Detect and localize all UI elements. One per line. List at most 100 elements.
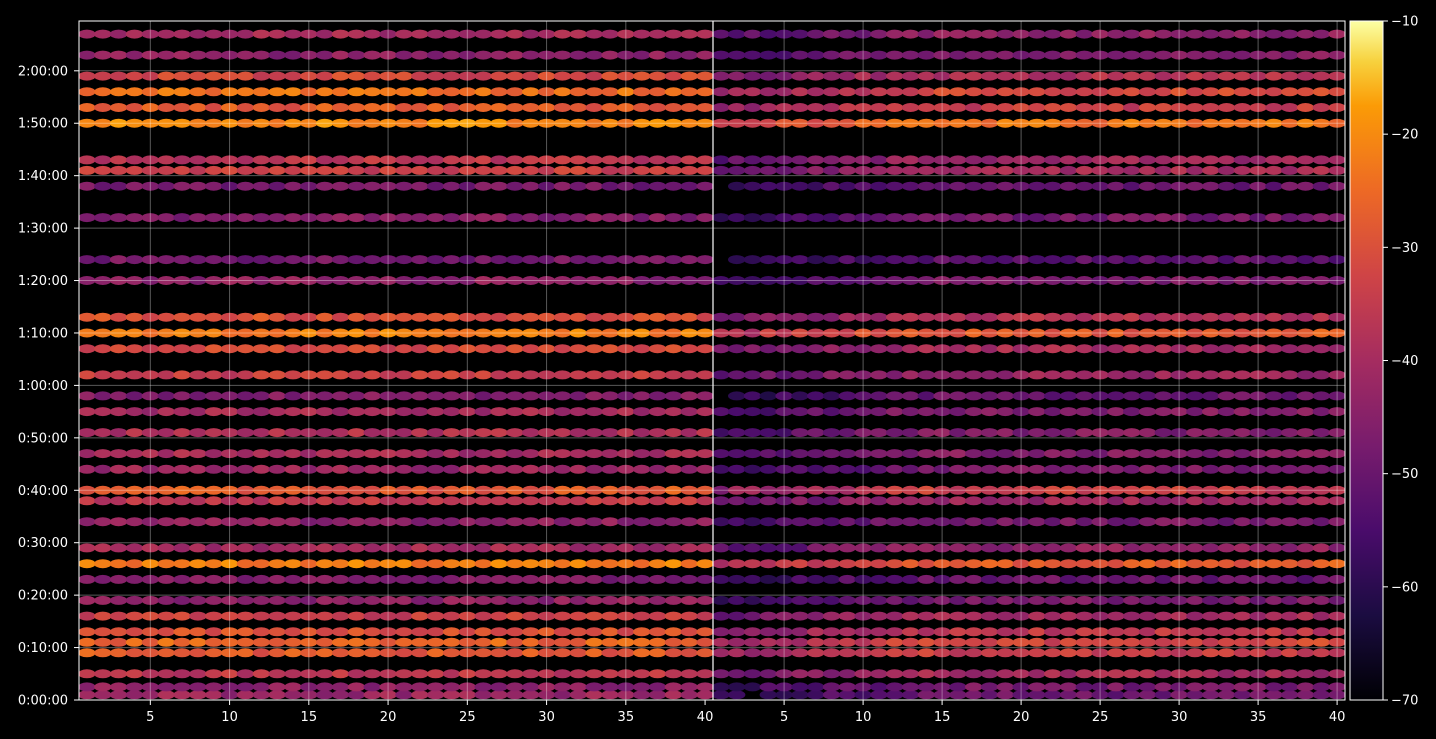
- heatmap-cell: [506, 87, 524, 97]
- heatmap-cell: [506, 485, 524, 495]
- heatmap-cell: [442, 574, 461, 584]
- heatmap-cell: [980, 648, 999, 658]
- heatmap-cell: [426, 627, 445, 637]
- heatmap-cell: [1028, 428, 1046, 438]
- heatmap-cell: [1281, 559, 1299, 569]
- heatmap-cell: [933, 213, 951, 223]
- heatmap-cell: [713, 611, 730, 621]
- heatmap-cell: [980, 213, 999, 223]
- heatmap-cell: [125, 559, 144, 569]
- heatmap-cell: [886, 690, 904, 700]
- heatmap-cell: [569, 213, 587, 223]
- heatmap-cell: [537, 595, 556, 605]
- heatmap-cell: [1249, 464, 1267, 474]
- heatmap-cell: [205, 574, 223, 584]
- heatmap-cell: [1138, 165, 1157, 175]
- heatmap-cell: [949, 103, 967, 112]
- heatmap-cell: [347, 449, 366, 459]
- heatmap-cell: [917, 485, 935, 495]
- heatmap-cell: [125, 370, 144, 380]
- heatmap-cell: [1281, 595, 1299, 605]
- heatmap-cell: [1186, 611, 1204, 621]
- heatmap-cell: [648, 370, 667, 380]
- heatmap-cell: [1202, 370, 1220, 380]
- heatmap-cell: [474, 255, 492, 265]
- heatmap-cell: [1170, 370, 1188, 380]
- heatmap-cell: [648, 181, 667, 191]
- heatmap-cell: [490, 428, 508, 438]
- heatmap-cell: [648, 103, 667, 112]
- heatmap-cell: [1154, 627, 1173, 637]
- heatmap-cell: [474, 165, 492, 175]
- heatmap-cell: [268, 464, 286, 474]
- heatmap-cell: [1123, 464, 1141, 474]
- heatmap-cell: [1186, 29, 1204, 39]
- heatmap-cell: [79, 627, 96, 637]
- heatmap-cell: [822, 312, 841, 322]
- heatmap-cell: [743, 71, 762, 81]
- heatmap-cell: [94, 464, 112, 474]
- heatmap-cell: [743, 627, 762, 637]
- heatmap-cell: [411, 485, 429, 495]
- heatmap-cell: [458, 595, 476, 605]
- heatmap-cell: [807, 370, 825, 380]
- heatmap-cell: [157, 464, 175, 474]
- heatmap-cell: [1186, 464, 1204, 474]
- heatmap-cell: [949, 627, 967, 637]
- heatmap-cell: [363, 595, 381, 605]
- heatmap-cell: [1233, 155, 1252, 165]
- heatmap-cell: [680, 690, 698, 700]
- heatmap-cell: [886, 648, 904, 658]
- heatmap-cell: [173, 328, 191, 338]
- heatmap-cell: [1265, 559, 1283, 569]
- heatmap-cell: [506, 29, 524, 39]
- heatmap-cell: [474, 595, 492, 605]
- heatmap-cell: [316, 87, 334, 97]
- heatmap-cell: [775, 50, 793, 60]
- heatmap-cell: [1028, 165, 1046, 175]
- heatmap-cell: [426, 213, 445, 223]
- heatmap-cell: [617, 213, 635, 223]
- heatmap-cell: [347, 559, 366, 569]
- heatmap-cell: [569, 669, 587, 679]
- heatmap-cell: [838, 118, 856, 128]
- heatmap-cell: [1091, 428, 1109, 438]
- heatmap-cell: [633, 682, 651, 692]
- heatmap-cell: [1217, 485, 1236, 495]
- heatmap-cell: [1138, 627, 1157, 637]
- heatmap-cell: [901, 50, 920, 60]
- heatmap-cell: [617, 543, 635, 553]
- heatmap-cell: [917, 87, 935, 97]
- heatmap-cell: [1059, 669, 1078, 679]
- heatmap-cell: [633, 155, 651, 165]
- heatmap-cell: [490, 255, 508, 265]
- heatmap-cell: [728, 255, 746, 265]
- heatmap-cell: [157, 370, 175, 380]
- heatmap-cell: [949, 574, 967, 584]
- heatmap-cell: [1170, 71, 1188, 81]
- heatmap-cell: [680, 103, 698, 112]
- heatmap-cell: [1312, 637, 1331, 647]
- heatmap-cell: [1075, 50, 1094, 60]
- heatmap-cell: [173, 276, 191, 285]
- heatmap-cell: [854, 344, 872, 354]
- heatmap-cell: [901, 543, 920, 553]
- heatmap-cell: [1154, 428, 1173, 438]
- heatmap-cell: [109, 543, 128, 553]
- heatmap-cell: [474, 118, 492, 128]
- heatmap-cell: [189, 637, 207, 647]
- heatmap-cell: [458, 213, 476, 223]
- heatmap-cell: [458, 648, 476, 658]
- heatmap-cell: [157, 312, 175, 322]
- heatmap-cell: [426, 682, 445, 692]
- heatmap-cell: [300, 50, 318, 60]
- heatmap-cell: [1186, 71, 1204, 81]
- heatmap-cell: [1059, 682, 1078, 692]
- heatmap-cell: [601, 407, 619, 417]
- heatmap-cell: [1265, 312, 1283, 322]
- heatmap-cell: [189, 29, 207, 39]
- heatmap-cell: [759, 627, 777, 637]
- heatmap-cell: [94, 496, 112, 506]
- heatmap-cell: [94, 276, 112, 285]
- heatmap-cell: [363, 344, 381, 354]
